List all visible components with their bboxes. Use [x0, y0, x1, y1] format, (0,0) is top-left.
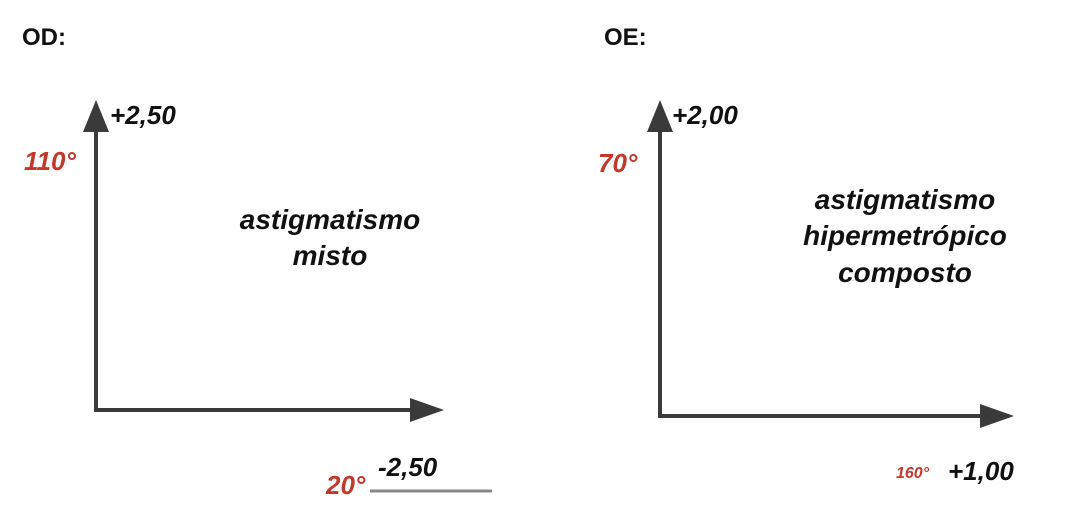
- od-diagnosis-line-2: misto: [292, 240, 368, 272]
- oe-diagnosis-line-2: hipermetrópico: [803, 220, 1007, 252]
- od-diagnosis: astigmatismo misto: [200, 202, 460, 275]
- od-diagnosis-line-1: astigmatismo: [239, 204, 421, 235]
- od-horizontal-power: -2,50: [378, 452, 438, 482]
- oe-axes: [647, 100, 1014, 428]
- od-horizontal-arrowhead: [410, 398, 444, 422]
- oe-horizontal-angle: 160°: [896, 465, 930, 482]
- oe-label: OE:: [604, 24, 647, 51]
- od-axes: [83, 100, 492, 493]
- oe-vertical-angle: 70°: [598, 148, 638, 178]
- oe-horizontal-power: +1,00: [948, 456, 1014, 486]
- oe-diagnosis-line-1: astigmatismo: [814, 184, 996, 215]
- oe-diagnosis-line-3: composto: [838, 256, 972, 288]
- oe-vertical-arrowhead: [647, 100, 673, 132]
- od-vertical-power: +2,50: [110, 100, 176, 130]
- od-label: OD:: [22, 24, 66, 51]
- oe-horizontal-arrowhead: [980, 404, 1014, 428]
- od-horizontal-angle: 20°: [326, 470, 366, 500]
- oe-diagnosis: astigmatismo hipermetrópico composto: [760, 182, 1050, 291]
- od-vertical-arrowhead: [83, 100, 109, 132]
- od-vertical-angle: 110°: [24, 146, 76, 176]
- oe-vertical-power: +2,00: [672, 100, 738, 130]
